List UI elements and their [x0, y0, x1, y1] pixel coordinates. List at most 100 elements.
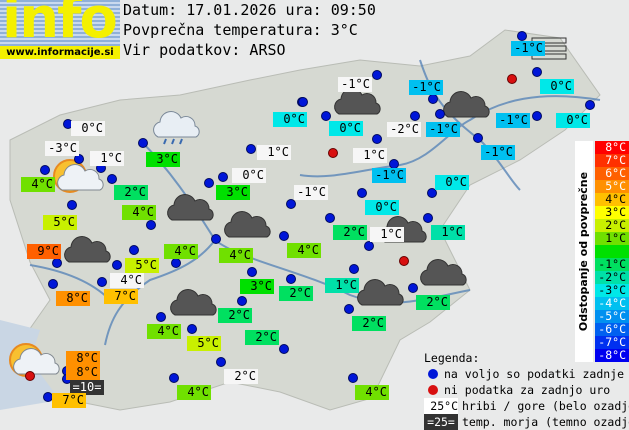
station-dot[interactable]: [585, 100, 595, 110]
station-dot[interactable]: [298, 97, 308, 107]
logo[interactable]: info: [0, 0, 120, 46]
station-temperature-label: 0°C: [273, 112, 307, 127]
scale-step: -7°C: [595, 336, 629, 349]
station-temperature-label: -1°C: [372, 168, 406, 183]
station-temperature-label: 1°C: [431, 225, 465, 240]
station-dot[interactable]: [321, 111, 331, 121]
station-temperature-label: 3°C: [146, 152, 180, 167]
no-data-station-dot[interactable]: [328, 148, 338, 158]
station-temperature-label: 0°C: [540, 79, 574, 94]
station-dot[interactable]: [97, 277, 107, 287]
station-dot[interactable]: [372, 134, 382, 144]
station-temperature-label: 0°C: [435, 175, 469, 190]
station-temperature-label: 0°C: [329, 121, 363, 136]
no-data-station-dot[interactable]: [25, 371, 35, 381]
mountain-temperature-label: 1°C: [370, 227, 404, 242]
scale-step: 1°C: [595, 232, 629, 245]
station-dot[interactable]: [279, 231, 289, 241]
logo-text: info: [2, 0, 118, 46]
station-dot[interactable]: [237, 296, 247, 306]
station-dot[interactable]: [211, 234, 221, 244]
station-dot[interactable]: [48, 279, 58, 289]
data-source-line: Vir podatkov: ARSO: [123, 41, 286, 59]
station-dot[interactable]: [517, 31, 527, 41]
station-temperature-label: 2°C: [114, 185, 148, 200]
station-dot[interactable]: [171, 258, 181, 268]
station-temperature-label: 3°C: [216, 185, 250, 200]
station-dot[interactable]: [52, 258, 62, 268]
station-dot[interactable]: [129, 245, 139, 255]
station-dot[interactable]: [187, 324, 197, 334]
mountain-temperature-label: 4°C: [110, 273, 144, 288]
station-dot[interactable]: [364, 241, 374, 251]
station-dot[interactable]: [427, 188, 437, 198]
station-dot[interactable]: [372, 70, 382, 80]
station-dot[interactable]: [40, 165, 50, 175]
legend-title: Legenda:: [424, 351, 480, 365]
station-temperature-label: 3°C: [240, 279, 274, 294]
station-temperature-label: 8°C: [66, 365, 100, 380]
station-dot[interactable]: [67, 200, 77, 210]
mountain-sample: 25°C: [424, 398, 458, 414]
station-dot[interactable]: [423, 213, 433, 223]
scale-step: -4°C: [595, 297, 629, 310]
station-dot[interactable]: [169, 373, 179, 383]
partly-sunny-icon: [9, 343, 60, 377]
station-dot[interactable]: [146, 220, 156, 230]
station-dot[interactable]: [112, 260, 122, 270]
station-temperature-label: 4°C: [164, 244, 198, 259]
cloudy-icon: [357, 279, 404, 306]
cloudy-icon: [64, 236, 111, 263]
mountain-temperature-label: 2°C: [224, 369, 258, 384]
cloudy-icon: [170, 289, 217, 316]
mountain-temperature-label: 1°C: [353, 148, 387, 163]
station-dot[interactable]: [532, 111, 542, 121]
station-dot[interactable]: [156, 312, 166, 322]
station-temperature-label: 2°C: [352, 316, 386, 331]
station-dot[interactable]: [247, 267, 257, 277]
station-dot[interactable]: [204, 178, 214, 188]
station-temperature-label: 5°C: [125, 258, 159, 273]
legend-sea-text: temp. morja (temno ozadje): [462, 415, 629, 429]
red-dot-icon: [428, 385, 438, 395]
station-dot[interactable]: [107, 174, 117, 184]
station-dot[interactable]: [74, 154, 84, 164]
station-temperature-label: 2°C: [218, 308, 252, 323]
station-dot[interactable]: [344, 304, 354, 314]
scale-step: -1°C: [595, 258, 629, 271]
sea-temperature-label: =10=: [70, 380, 104, 395]
average-temperature-line: Povprečna temperatura: 3°C: [123, 21, 358, 39]
cloudy-icon: [334, 88, 381, 115]
station-dot[interactable]: [325, 213, 335, 223]
station-dot[interactable]: [357, 188, 367, 198]
station-temperature-label: 2°C: [279, 286, 313, 301]
no-data-station-dot[interactable]: [399, 256, 409, 266]
station-dot[interactable]: [286, 274, 296, 284]
cloudy-icon: [420, 259, 467, 286]
station-temperature-label: 4°C: [122, 205, 156, 220]
station-dot[interactable]: [218, 172, 228, 182]
station-dot[interactable]: [532, 67, 542, 77]
station-dot[interactable]: [138, 138, 148, 148]
date-line: Datum: 17.01.2026 ura: 09:50: [123, 1, 376, 19]
station-dot[interactable]: [348, 373, 358, 383]
station-dot[interactable]: [473, 133, 483, 143]
legend-red-text: ni podatka za zadnjo uro: [444, 383, 611, 397]
station-dot[interactable]: [410, 111, 420, 121]
station-dot[interactable]: [428, 94, 438, 104]
station-dot[interactable]: [408, 283, 418, 293]
cloudy-icon: [443, 91, 490, 118]
station-temperature-label: 4°C: [21, 177, 55, 192]
station-dot[interactable]: [246, 144, 256, 154]
logo-url-link[interactable]: www.informacije.si: [0, 46, 120, 59]
station-dot[interactable]: [279, 344, 289, 354]
station-temperature-label: 4°C: [147, 324, 181, 339]
scale-step: -5°C: [595, 310, 629, 323]
station-dot[interactable]: [216, 357, 226, 367]
no-data-station-dot[interactable]: [507, 74, 517, 84]
scale-step: 3°C: [595, 206, 629, 219]
station-dot[interactable]: [435, 109, 445, 119]
station-dot[interactable]: [286, 199, 296, 209]
station-dot[interactable]: [349, 264, 359, 274]
mountain-temperature-label: 0°C: [232, 168, 266, 183]
